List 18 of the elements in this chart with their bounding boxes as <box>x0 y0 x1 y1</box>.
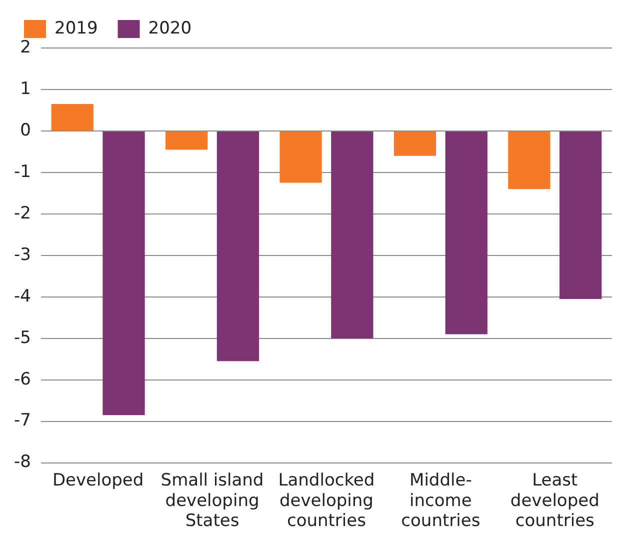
y-tick-label: -2 <box>14 203 31 224</box>
x-tick-label: Middle- income countries <box>401 470 480 532</box>
x-tick-label: Developed <box>52 470 144 490</box>
y-tick-label: -6 <box>14 369 31 390</box>
y-tick-label: -4 <box>14 286 31 306</box>
y-tick-label: -8 <box>14 452 31 472</box>
y-tick-label: -3 <box>14 244 31 265</box>
x-tick-label: Least developed countries <box>510 470 600 532</box>
x-tick-label: Small island developing States <box>160 470 264 532</box>
legend-label: 2020 <box>148 18 192 38</box>
y-tick-label: -5 <box>14 328 31 348</box>
y-tick-label: 2 <box>20 37 31 58</box>
legend-label: 2019 <box>54 18 98 38</box>
x-tick-label: Landlocked developing countries <box>278 470 375 532</box>
y-tick-label: 1 <box>20 78 31 99</box>
y-tick-label: 0 <box>20 120 31 140</box>
y-tick-label: -7 <box>14 410 31 431</box>
y-tick-label: -1 <box>14 162 31 182</box>
